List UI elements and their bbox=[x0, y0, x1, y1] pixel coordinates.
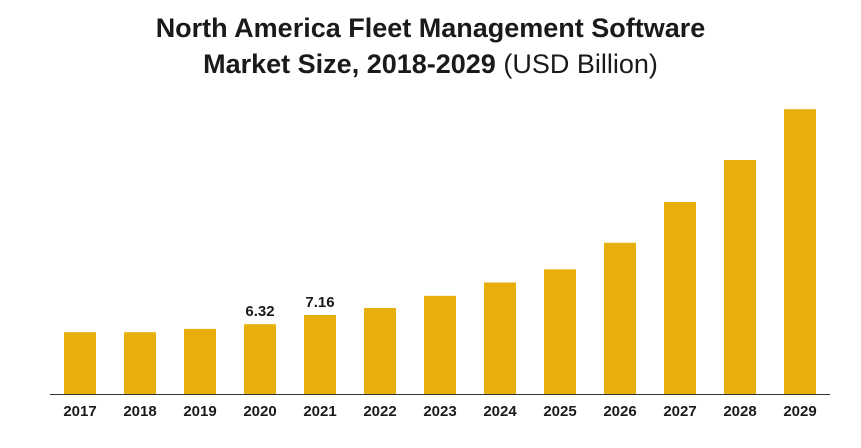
bar-2027 bbox=[664, 202, 696, 394]
chart-title: North America Fleet Management Software … bbox=[0, 10, 861, 82]
x-tick-label: 2017 bbox=[63, 403, 96, 420]
x-tick-label: 2023 bbox=[423, 403, 456, 420]
bar-2022 bbox=[364, 307, 396, 394]
x-tick-label: 2022 bbox=[363, 403, 396, 420]
x-tick-label: 2020 bbox=[243, 403, 276, 420]
data-labels: 6.32 7.16 bbox=[245, 294, 334, 320]
chart-title-main: North America Fleet Management Software bbox=[155, 13, 706, 43]
x-axis-tick-labels: 2017 2018 2019 2020 2021 2022 2023 2024 2025 2026… bbox=[63, 403, 816, 420]
x-tick-label: 2018 bbox=[123, 403, 156, 420]
x-tick-label: 2029 bbox=[783, 403, 816, 420]
chart-title-line-2: Market Size, 2018-2029 (USD Billion) bbox=[0, 46, 861, 82]
bar-2019 bbox=[184, 328, 216, 394]
x-tick-label: 2021 bbox=[303, 403, 336, 420]
chart-title-line-1: North America Fleet Management Software bbox=[0, 10, 861, 46]
bar-2018 bbox=[124, 332, 156, 394]
x-tick-label: 2026 bbox=[603, 403, 636, 420]
bar-2029 bbox=[784, 109, 816, 394]
bar-2026 bbox=[604, 242, 636, 394]
bar-2017 bbox=[64, 332, 96, 394]
data-label: 7.16 bbox=[305, 294, 334, 311]
x-tick-label: 2027 bbox=[663, 403, 696, 420]
bar-2025 bbox=[544, 269, 576, 394]
bar-2021 bbox=[304, 315, 336, 394]
x-tick-label: 2025 bbox=[543, 403, 576, 420]
chart-title-unit: (USD Billion) bbox=[503, 49, 658, 79]
chart-title-subject: Market Size, 2018-2029 bbox=[203, 49, 496, 79]
x-tick-label: 2024 bbox=[483, 403, 517, 420]
bar-2028 bbox=[724, 160, 756, 394]
bar-series bbox=[64, 109, 816, 394]
bar-2020 bbox=[244, 324, 276, 394]
data-label: 6.32 bbox=[245, 303, 274, 320]
bar-2024 bbox=[484, 282, 516, 394]
x-tick-label: 2028 bbox=[723, 403, 756, 420]
x-tick-label: 2019 bbox=[183, 403, 216, 420]
bar-2023 bbox=[424, 295, 456, 394]
